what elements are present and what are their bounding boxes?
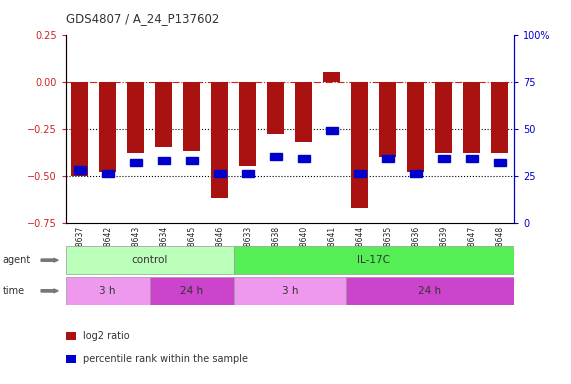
Bar bbox=[155, 82, 172, 147]
Bar bbox=[158, 157, 170, 164]
Bar bbox=[71, 82, 88, 176]
Bar bbox=[382, 155, 394, 162]
Bar bbox=[326, 127, 337, 134]
Bar bbox=[354, 170, 365, 177]
Text: log2 ratio: log2 ratio bbox=[83, 331, 130, 341]
Bar bbox=[438, 155, 450, 162]
Bar bbox=[351, 82, 368, 208]
Bar bbox=[270, 153, 282, 161]
Bar bbox=[211, 82, 228, 198]
Text: 24 h: 24 h bbox=[419, 286, 441, 296]
Bar bbox=[130, 159, 142, 166]
Text: time: time bbox=[3, 286, 25, 296]
Bar bbox=[466, 155, 478, 162]
Bar bbox=[102, 170, 114, 177]
Bar bbox=[323, 72, 340, 82]
Bar bbox=[186, 157, 198, 164]
Text: 3 h: 3 h bbox=[282, 286, 298, 296]
Bar bbox=[408, 82, 424, 172]
Text: agent: agent bbox=[3, 255, 31, 265]
Bar bbox=[74, 166, 86, 174]
Text: 3 h: 3 h bbox=[99, 286, 116, 296]
Bar bbox=[127, 82, 144, 153]
Bar bbox=[150, 277, 234, 305]
Bar bbox=[183, 82, 200, 151]
Bar bbox=[66, 277, 150, 305]
Bar bbox=[234, 277, 346, 305]
Bar bbox=[239, 82, 256, 166]
Bar bbox=[346, 277, 514, 305]
Bar bbox=[379, 82, 396, 157]
Text: IL-17C: IL-17C bbox=[357, 255, 391, 265]
Bar bbox=[494, 159, 506, 166]
Bar bbox=[410, 170, 422, 177]
Bar bbox=[66, 247, 234, 274]
Text: GDS4807 / A_24_P137602: GDS4807 / A_24_P137602 bbox=[66, 12, 219, 25]
Bar bbox=[267, 82, 284, 134]
Bar bbox=[295, 82, 312, 142]
Bar bbox=[242, 170, 254, 177]
Text: percentile rank within the sample: percentile rank within the sample bbox=[83, 354, 248, 364]
Bar bbox=[99, 82, 116, 172]
Bar bbox=[214, 170, 226, 177]
Bar bbox=[464, 82, 480, 153]
Bar bbox=[298, 155, 309, 162]
Text: control: control bbox=[131, 255, 168, 265]
Bar bbox=[492, 82, 508, 153]
Bar bbox=[234, 247, 514, 274]
Bar bbox=[436, 82, 452, 153]
Text: 24 h: 24 h bbox=[180, 286, 203, 296]
